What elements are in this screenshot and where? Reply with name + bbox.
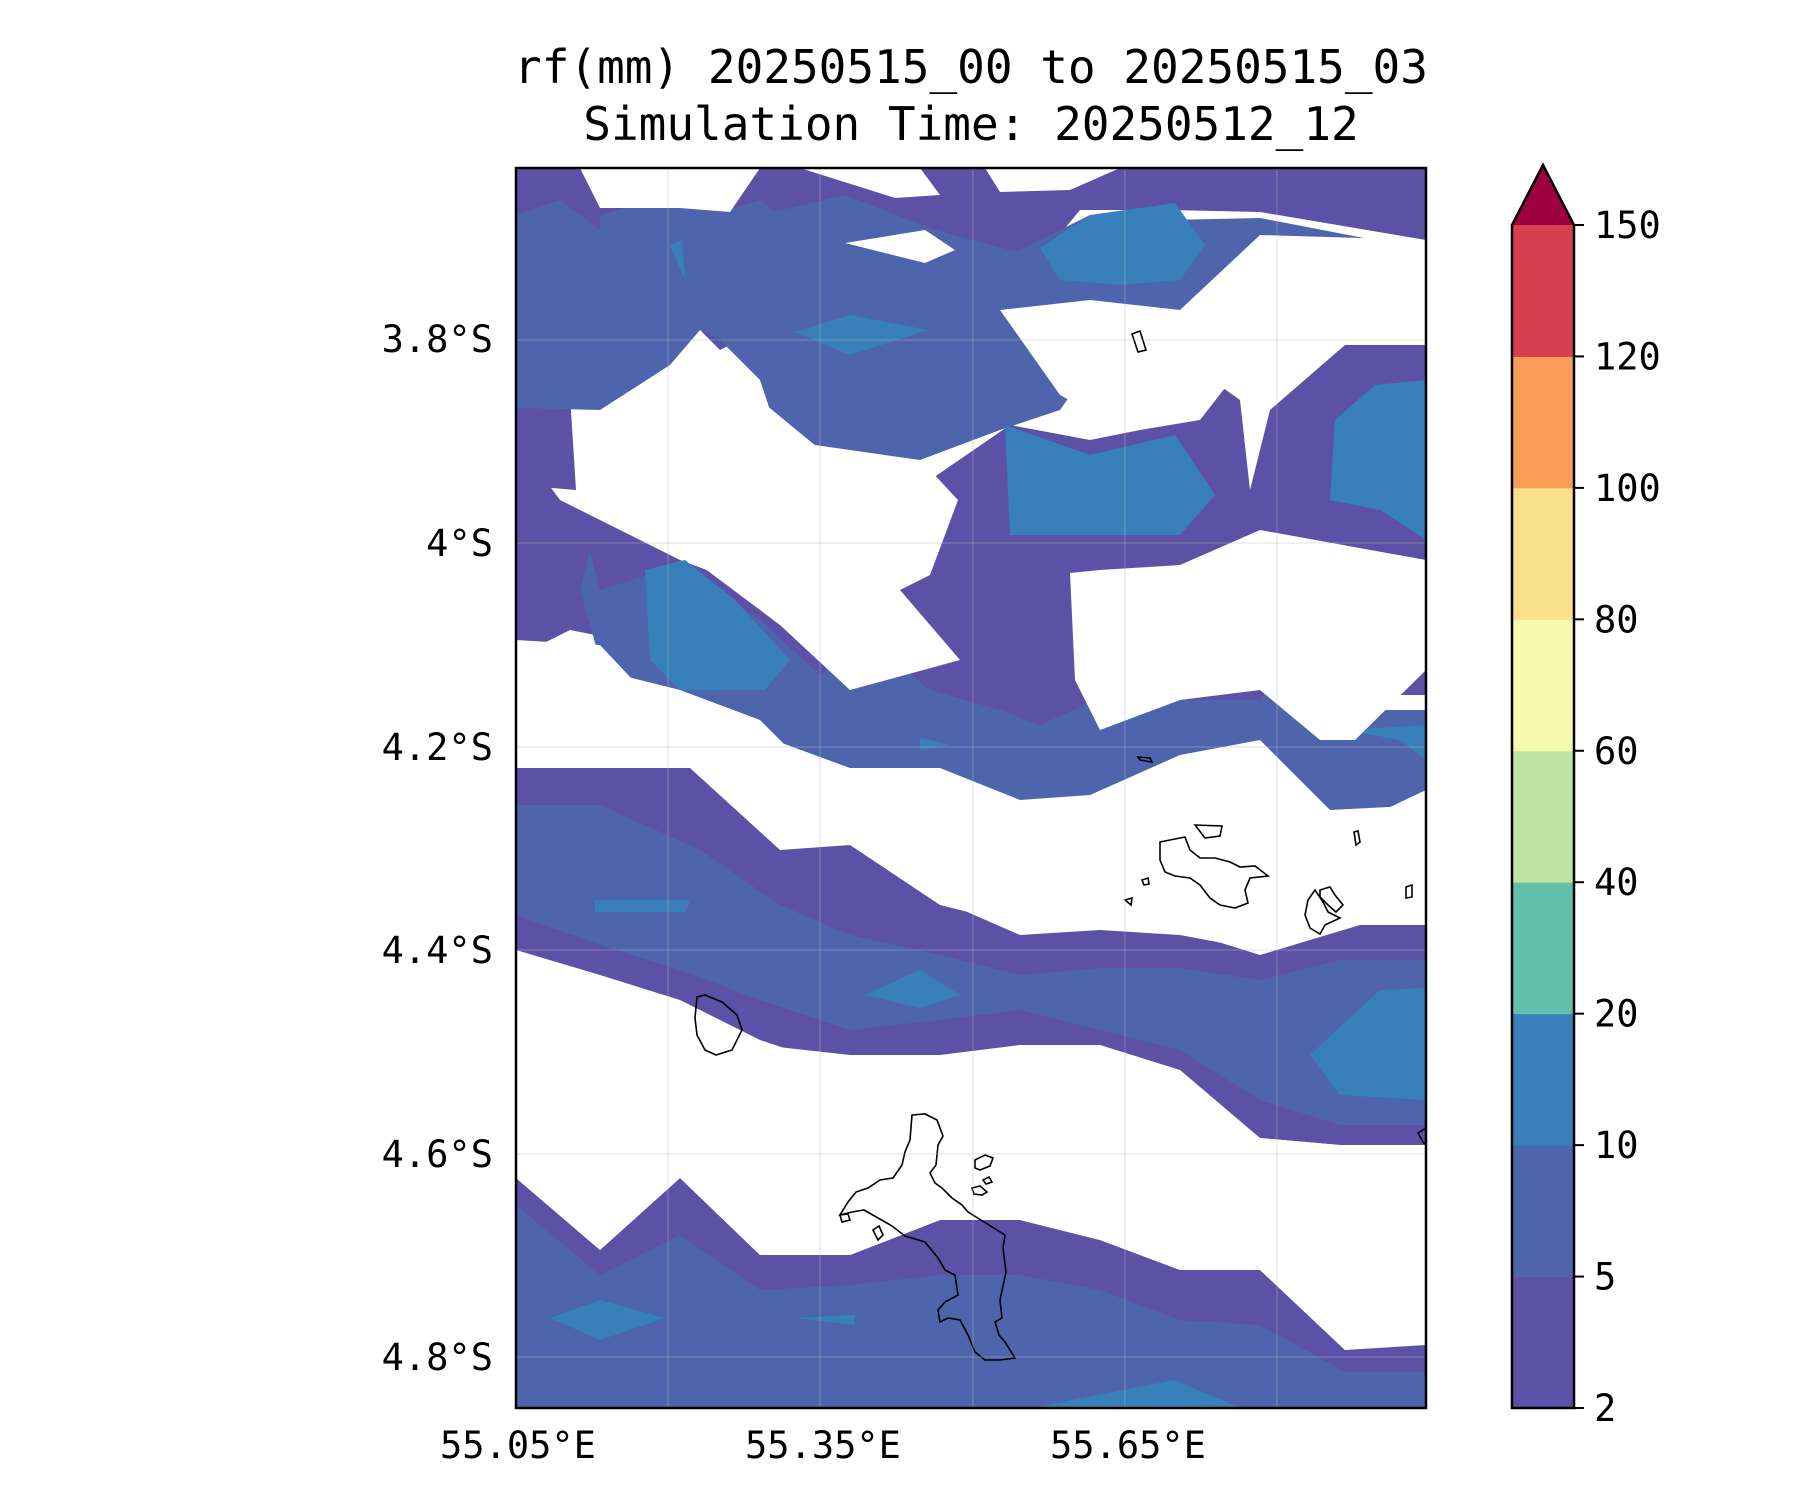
rain-area [920,738,950,750]
island-conception [871,1224,884,1242]
y-tick-label: 4.8°S [382,1336,493,1379]
rain-area [516,1205,1426,1408]
colorbar-segment [1512,1276,1574,1409]
colorbar-tick-label: 100 [1594,467,1661,510]
rain-area [645,560,790,690]
gridlines [516,168,1426,1408]
island-small-2 [1123,896,1133,907]
colorbar-segment [1512,1145,1574,1278]
y-tick-label: 3.8°S [382,318,493,361]
island-round [981,1175,994,1185]
chart-title: rf(mm) 20250515_00 to 20250515_03 [514,40,1428,94]
rain-area [670,240,685,280]
colorbar-extend-arrow [1512,165,1574,225]
rain-area [1070,530,1426,740]
x-tick-label: 55.35°E [745,1424,901,1467]
island-therese [838,1213,852,1223]
rain-free-areas [516,168,1426,1350]
island-small-1 [1140,876,1150,886]
x-tick-label: 55.05°E [440,1424,596,1467]
rain-area [795,315,928,355]
rain-area [1310,988,1426,1100]
rain-area [985,168,1120,192]
island-praslin [1159,836,1271,909]
island-bird [694,994,743,1056]
coastlines [694,329,1427,1361]
colorbar-tick-label: 20 [1594,993,1639,1036]
y-tick-label: 4.6°S [382,1133,493,1176]
colorbar-tick-label: 10 [1594,1124,1639,1167]
island-silhouette [1130,329,1148,353]
rain-area [575,400,960,690]
island-cerf [970,1185,989,1196]
colorbar-segment [1512,1013,1574,1146]
y-tick-label: 4.2°S [382,726,493,769]
island-small-4 [1405,883,1413,899]
rain-contours-10-20mm [550,203,1426,1408]
rain-area [516,805,1426,1125]
rain-area [1330,380,1426,540]
rain-area [1040,203,1205,285]
colorbar-segment [1512,225,1574,357]
colorbar-segment [1512,356,1574,489]
island-ste-anne [974,1154,995,1171]
colorbar-tick-label: 120 [1594,335,1661,378]
colorbar-tick-label: 40 [1594,861,1639,904]
rain-area [845,230,955,263]
map-plot-area [514,166,1428,1410]
rain-area [1000,235,1426,490]
rain-area [795,1315,855,1325]
y-tick-label: 4°S [426,522,493,565]
rain-area [1030,1380,1240,1408]
rain-area [1345,725,1426,760]
colorbar-tick-label: 2 [1594,1387,1616,1430]
y-tick-label: 4.4°S [382,929,493,972]
colorbar-tick-label: 80 [1594,598,1639,641]
rain-area [580,168,760,212]
colorbar: 2 5 10 20 40 60 80 100 120 150 [1510,162,1661,1430]
colorbar-outline [1510,162,1576,1410]
island-curieuse [1193,824,1223,839]
rain-area [1005,425,1215,535]
y-axis-ticks: 3.8°S 4°S 4.2°S 4.4°S 4.6°S 4.8°S [382,318,493,1379]
chart-subtitle: Simulation Time: 20250512_12 [583,97,1358,151]
rain-area [516,970,1426,1350]
island-felicite [1304,888,1342,936]
colorbar-segment [1512,750,1574,883]
island-frigate [1136,756,1154,764]
plot-frame [514,166,1428,1410]
x-tick-label: 55.65°E [1050,1424,1206,1467]
rain-area [800,168,940,198]
island-mahe [838,1113,1017,1361]
island-small-3 [1353,830,1361,847]
rain-area [595,900,690,912]
colorbar-tick-label: 150 [1594,204,1661,247]
island-east-edge [1416,1127,1427,1146]
colorbar-segment [1512,487,1574,620]
colorbar-segment [1512,619,1574,752]
rain-area [550,1300,665,1340]
colorbar-tick-label: 5 [1594,1256,1616,1299]
rain-area [865,970,960,1008]
colorbar-tick-label: 60 [1594,730,1639,773]
rain-area [516,640,1426,950]
x-axis-ticks: 55.05°E 55.35°E 55.65°E [440,1424,1206,1467]
colorbar-segment [1512,882,1574,1015]
